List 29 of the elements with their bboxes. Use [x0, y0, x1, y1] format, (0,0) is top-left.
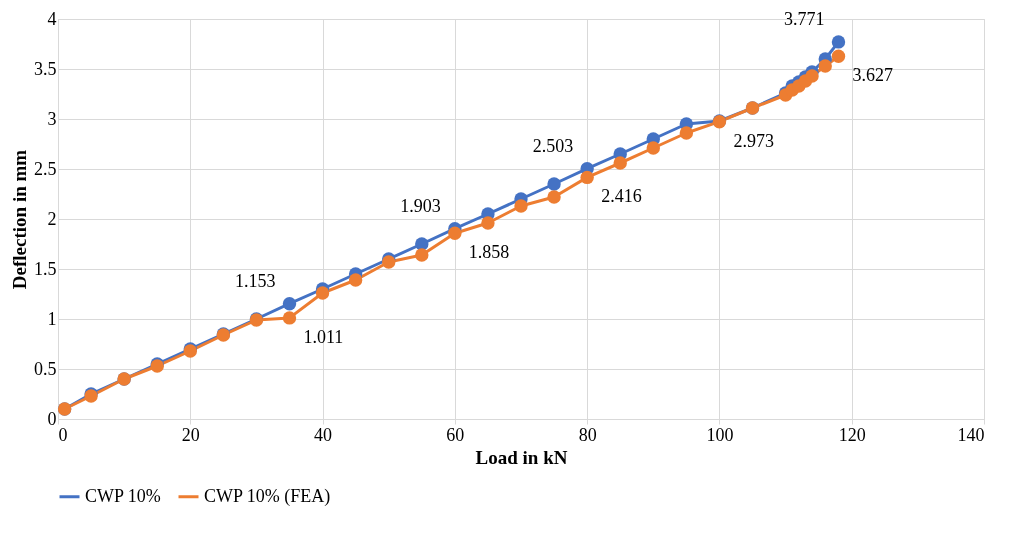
x-axis-title: Load in kN [475, 446, 568, 468]
y-tick-label: 2 [47, 208, 57, 229]
y-tick-label: 0.5 [34, 358, 57, 379]
data-label: 1.153 [235, 270, 276, 291]
data-label: 2.973 [733, 130, 774, 151]
x-tick-label: 80 [578, 424, 597, 445]
y-tick-label: 2.5 [34, 158, 57, 179]
y-tick-label: 3 [47, 108, 57, 129]
y-tick-label: 1 [47, 308, 57, 329]
data-label: 1.903 [400, 195, 441, 216]
data-label: 3.627 [852, 65, 893, 86]
legend-label: CWP 10% [85, 485, 161, 506]
x-tick-label: 140 [957, 424, 985, 445]
y-tick-label: 4 [47, 8, 57, 29]
data-label: 3.771 [783, 8, 825, 29]
x-tick-label: 120 [838, 424, 866, 445]
y-axis-title: Deflection in mm [9, 149, 30, 290]
data-label: 1.858 [468, 242, 510, 263]
x-tick-label: 40 [314, 424, 333, 445]
x-tick-label: 20 [181, 424, 200, 445]
data-label: 2.416 [601, 186, 642, 207]
x-tick-label: 60 [446, 424, 465, 445]
data-label: 1.011 [303, 326, 344, 347]
y-tick-label: 3.5 [34, 58, 57, 79]
y-tick-label: 1.5 [34, 258, 57, 279]
legend-label: CWP 10% (FEA) [204, 485, 331, 507]
y-tick-label: 0 [47, 408, 57, 429]
data-label: 2.503 [532, 135, 574, 156]
x-tick-label: 100 [706, 424, 734, 445]
